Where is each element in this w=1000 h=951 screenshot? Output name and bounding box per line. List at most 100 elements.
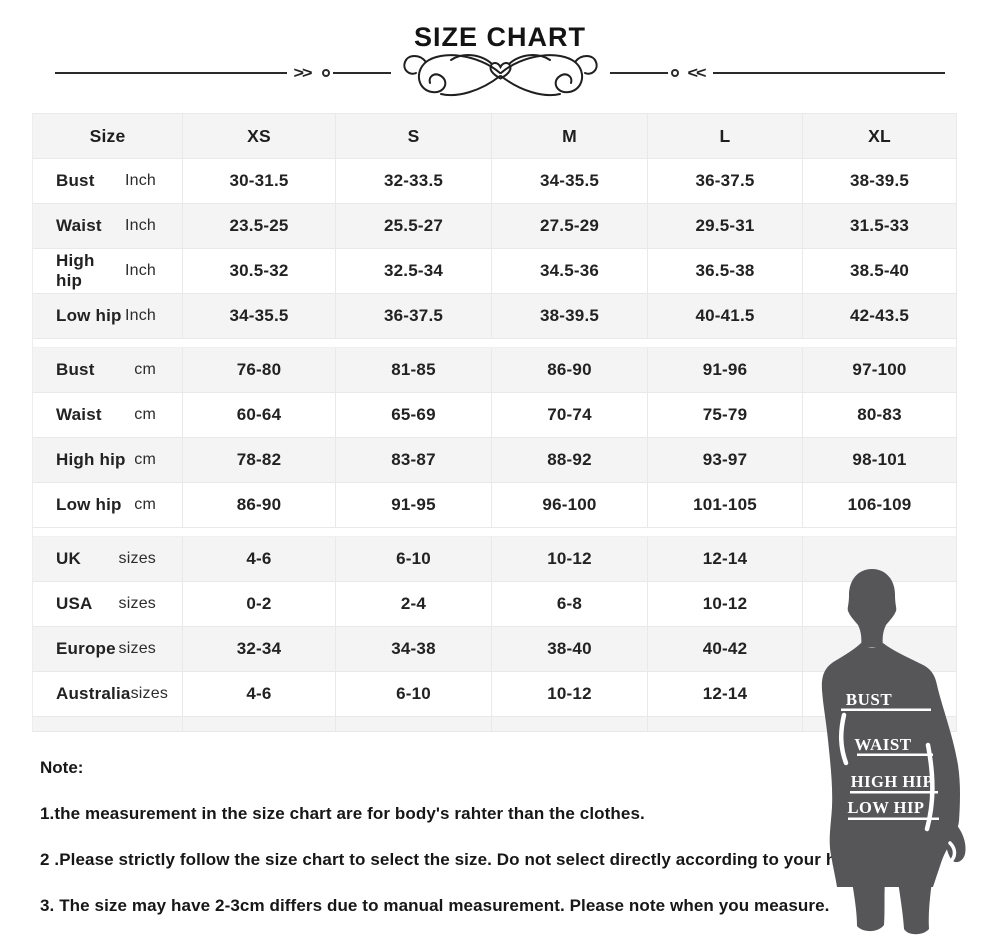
- column-header-xl: XL: [803, 114, 957, 159]
- row-high-hip-inch: High hip Inch 30.5-32 32.5-34 34.5-36 36…: [32, 249, 957, 294]
- divider-line-left: [55, 72, 288, 74]
- table-cell: 60-64: [183, 393, 336, 438]
- row-label: Low hip: [56, 495, 122, 514]
- row-label-cell: Waist Inch: [32, 204, 183, 249]
- row-bust-cm: Bust cm 76-80 81-85 86-90 91-96 97-100: [32, 348, 957, 393]
- row-unit: sizes: [118, 550, 156, 567]
- row-label: Waist: [56, 405, 102, 424]
- table-cell: 86-90: [183, 483, 336, 528]
- row-label: Waist: [56, 216, 102, 235]
- figure-label-low-hip: LOW HIP: [847, 798, 924, 817]
- notes-heading: Note:: [40, 758, 84, 777]
- row-label-cell: Europe sizes: [32, 627, 183, 672]
- row-label-cell: Bust cm: [32, 348, 183, 393]
- row-unit: Inch: [124, 217, 156, 234]
- divider-line-right: [712, 72, 945, 74]
- divider-line: [609, 72, 668, 74]
- row-waist-cm: Waist cm 60-64 65-69 70-74 75-79 80-83: [32, 393, 957, 438]
- bust-underline: [841, 708, 931, 711]
- row-label-cell: USA sizes: [32, 582, 183, 627]
- table-cell: 25.5-27: [336, 204, 492, 249]
- row-waist-inch: Waist Inch 23.5-25 25.5-27 27.5-29 29.5-…: [32, 204, 957, 249]
- table-cell: 93-97: [648, 438, 803, 483]
- table-cell: 98-101: [803, 438, 957, 483]
- table-cell: 36.5-38: [648, 249, 803, 294]
- table-cell: 10-12: [492, 672, 648, 717]
- table-cell: 30-31.5: [183, 159, 336, 204]
- table-cell: 12-14: [648, 672, 803, 717]
- right-chevrons-icon: >>: [293, 64, 312, 82]
- row-label: Europe: [56, 639, 116, 658]
- table-cell: 32.5-34: [336, 249, 492, 294]
- table-cell: 75-79: [648, 393, 803, 438]
- table-cell: 6-10: [336, 672, 492, 717]
- column-header-xs: XS: [183, 114, 336, 159]
- table-cell: 34.5-36: [492, 249, 648, 294]
- row-label: USA: [56, 594, 93, 613]
- table-cell: 40-42: [648, 627, 803, 672]
- column-header-s: S: [336, 114, 492, 159]
- table-cell: 4-6: [183, 537, 336, 582]
- flourish-icon: [402, 54, 598, 97]
- section-separator: [32, 339, 957, 348]
- table-cell: 27.5-29: [492, 204, 648, 249]
- table-cell: 38.5-40: [803, 249, 957, 294]
- note-item-3: 3. The size may have 2-3cm differs due t…: [40, 896, 830, 915]
- table-cell: 101-105: [648, 483, 803, 528]
- high-hip-underline: [850, 791, 938, 794]
- row-unit: cm: [134, 451, 156, 468]
- footer-strip-cell: [492, 717, 648, 732]
- row-label: High hip: [56, 251, 95, 290]
- table-cell: 88-92: [492, 438, 648, 483]
- table-cell: 0-2: [183, 582, 336, 627]
- footer-strip-cell: [648, 717, 803, 732]
- row-label: Bust: [56, 360, 95, 379]
- note-item-2: 2 .Please strictly follow the size chart…: [40, 850, 882, 869]
- row-unit: cm: [134, 406, 156, 423]
- row-unit: cm: [134, 361, 156, 378]
- row-label-cell: High hip cm: [32, 438, 183, 483]
- figure-label-bust: BUST: [846, 690, 893, 709]
- row-unit: sizes: [130, 685, 169, 702]
- row-unit: Inch: [124, 307, 156, 324]
- table-cell: 6-10: [336, 537, 492, 582]
- figure-label-waist: WAIST: [854, 735, 911, 754]
- table-cell: 78-82: [183, 438, 336, 483]
- figure-label-high-hip: HIGH HIP: [851, 772, 933, 791]
- body-measurement-figure: BUST WAIST HIGH HIP LOW HIP: [821, 569, 966, 935]
- table-cell: 91-95: [336, 483, 492, 528]
- table-cell: 31.5-33: [803, 204, 957, 249]
- left-chevrons-icon: <<: [687, 64, 707, 82]
- table-cell: 38-40: [492, 627, 648, 672]
- notes-section: Note: 1.the measurement in the size char…: [40, 758, 882, 942]
- size-chart-table: Size XS S M L XL Bust Inch 30-31.5 32-33…: [32, 113, 957, 732]
- table-cell: 81-85: [336, 348, 492, 393]
- row-low-hip-cm: Low hip cm 86-90 91-95 96-100 101-105 10…: [32, 483, 957, 528]
- row-label: Australia: [56, 684, 131, 703]
- table-cell: 80-83: [803, 393, 957, 438]
- row-label-cell: Bust Inch: [32, 159, 183, 204]
- page-title: SIZE CHART: [414, 22, 586, 52]
- table-cell: 32-34: [183, 627, 336, 672]
- table-cell: 34-38: [336, 627, 492, 672]
- table-cell: 83-87: [336, 438, 492, 483]
- table-cell: 86-90: [492, 348, 648, 393]
- table-cell: 4-6: [183, 672, 336, 717]
- column-header-size: Size: [32, 114, 183, 159]
- footer-strip-cell: [32, 717, 183, 732]
- table-cell: 30.5-32: [183, 249, 336, 294]
- table-cell: 38-39.5: [492, 294, 648, 339]
- table-header-row: Size XS S M L XL: [32, 114, 957, 159]
- row-label: High hip: [56, 450, 126, 469]
- footer-strip-cell: [336, 717, 492, 732]
- row-label-cell: High hip Inch: [32, 249, 183, 294]
- table-cell: 97-100: [803, 348, 957, 393]
- column-header-m: M: [492, 114, 648, 159]
- table-cell: 38-39.5: [803, 159, 957, 204]
- table-cell: 36-37.5: [648, 159, 803, 204]
- table-cell: 12-14: [648, 537, 803, 582]
- table-cell: 34-35.5: [183, 294, 336, 339]
- table-cell: 10-12: [492, 537, 648, 582]
- table-cell: 96-100: [492, 483, 648, 528]
